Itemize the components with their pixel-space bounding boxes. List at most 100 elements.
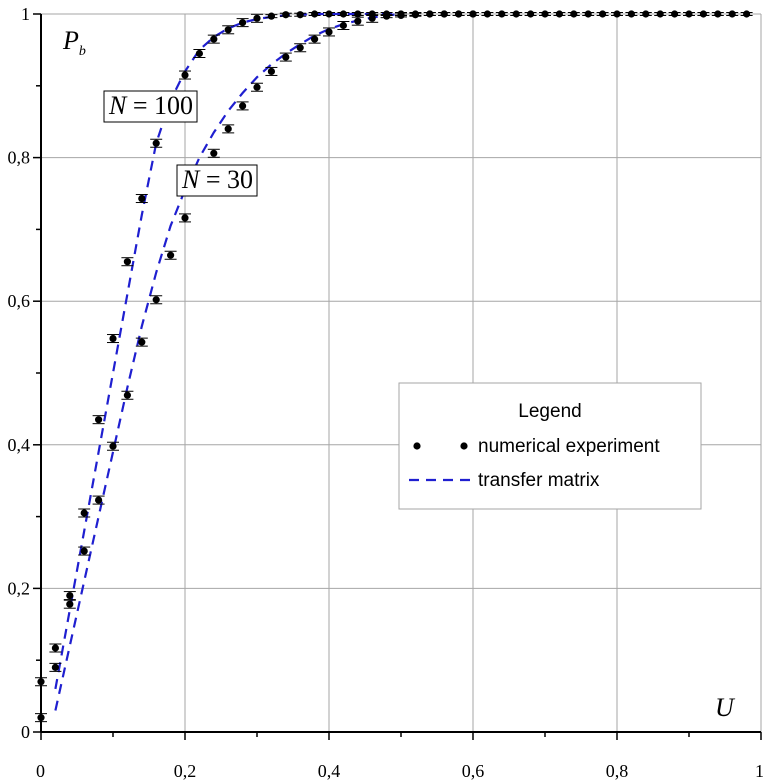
data-point-s0-32 [512,10,520,18]
annotation-n100-rest: = 100 [126,91,193,120]
data-point-s0-5 [109,334,117,343]
legend: Legend numerical experiment transfer mat… [398,382,702,510]
data-point-s0-19 [325,10,333,18]
data-point-s1-27 [440,10,448,18]
data-point-s1-14 [253,83,261,91]
legend-point-marker-right [460,442,468,450]
data-point-s1-0 [37,714,45,722]
y-axis-label: Pb [62,26,86,59]
x-tick-label-0: 0 [36,761,45,781]
data-point-s0-6 [123,258,131,266]
data-point-s0-3 [80,509,88,517]
data-point-s0-45 [699,10,708,18]
data-point-s0-30 [483,10,491,18]
data-point-s0-7 [138,194,146,203]
data-point-s1-4 [95,496,103,504]
annotation-n30-box [176,164,258,197]
data-point-s1-8 [152,296,160,304]
annotation-n100: N = 100 [103,90,198,123]
data-point-s1-24 [397,11,405,20]
data-point-s1-26 [426,10,434,18]
annotation-n30-rest: = 30 [199,165,253,194]
x-tick-label-2: 0,4 [318,761,341,781]
data-point-s0-10 [195,49,203,58]
data-point-s0-11 [210,35,218,43]
x-tick-label-4: 0,8 [606,761,629,781]
marks [35,10,753,723]
y-tick-label-2: 0,4 [8,435,31,455]
data-point-s0-13 [239,19,247,27]
data-point-s0-1 [51,644,60,652]
data-point-s1-29 [469,10,477,18]
data-point-s1-21 [354,17,362,25]
data-point-s1-13 [239,102,247,110]
data-point-s0-2 [66,591,74,600]
data-point-s0-16 [282,11,290,19]
data-point-s0-46 [714,10,722,18]
annotation-n30-text: N = 30 [181,165,253,194]
y-tick-label-4: 0,8 [8,148,31,168]
data-point-s1-6 [123,391,131,399]
data-point-s1-16 [282,53,290,61]
y-axis-label-subscript: b [79,44,86,59]
y-tick-label-0: 0 [21,722,30,742]
legend-item-numerical-experiment: numerical experiment [478,436,660,457]
x-tick-label-1: 0,2 [174,761,197,781]
data-point-s1-19 [325,28,333,36]
data-point-s1-10 [181,214,189,222]
data-point-s0-38 [599,10,607,18]
data-point-s0-12 [224,26,232,34]
data-point-s1-28 [455,10,463,18]
x-tick-label-5: 1 [755,761,764,781]
data-point-s0-9 [181,71,189,79]
y-axis-label-main: P [62,26,79,55]
data-point-s1-3 [80,547,88,555]
data-point-s0-8 [152,139,160,147]
data-point-s0-34 [541,10,549,18]
data-point-s0-17 [296,11,304,19]
x-axis-label: U [715,693,736,722]
data-point-s0-37 [584,10,592,18]
data-point-s0-41 [642,10,650,18]
legend-point-marker-left [413,442,421,450]
data-point-s1-23 [383,12,391,20]
data-point-s1-22 [368,14,376,22]
data-point-s1-17 [296,44,304,52]
data-point-s0-35 [555,10,564,18]
annotation-n30: N = 30 [176,164,258,197]
y-tick-label-1: 0,2 [8,578,31,598]
data-point-s0-33 [527,10,535,18]
data-point-s1-9 [167,251,175,259]
data-point-s0-48 [743,10,751,18]
data-point-s0-4 [95,416,103,424]
annotation-n100-box [103,90,198,123]
data-point-s0-40 [627,10,636,18]
data-point-s0-15 [267,12,275,20]
y-tick-label-5: 1 [21,4,30,24]
annotation-n100-italic: N [108,91,128,120]
data-point-s0-21 [354,10,362,18]
data-point-s1-7 [138,338,146,346]
data-point-s1-1 [51,663,60,671]
data-point-s0-42 [656,10,664,18]
y-tick-label-3: 0,6 [8,291,31,311]
data-point-s0-14 [253,14,261,22]
data-point-s1-15 [267,67,275,76]
data-point-s1-11 [210,149,218,157]
data-point-s1-12 [224,125,232,133]
ticks: 0 0,2 0,4 0,6 0,8 1 0 0,2 0,4 0,6 0,8 1 [8,4,765,781]
x-tick-label-3: 0,6 [462,761,485,781]
annotation-n30-italic: N [181,165,201,194]
legend-title: Legend [518,401,581,422]
data-point-s1-25 [411,11,419,19]
data-point-s1-20 [339,21,347,30]
data-point-s1-18 [311,35,319,43]
data-point-s0-47 [728,10,736,18]
data-point-s0-39 [613,10,621,18]
data-point-s0-0 [37,678,45,686]
data-point-s1-2 [66,600,74,608]
data-point-s0-20 [339,10,347,18]
data-point-s0-43 [671,10,679,18]
data-point-s0-36 [570,10,578,18]
